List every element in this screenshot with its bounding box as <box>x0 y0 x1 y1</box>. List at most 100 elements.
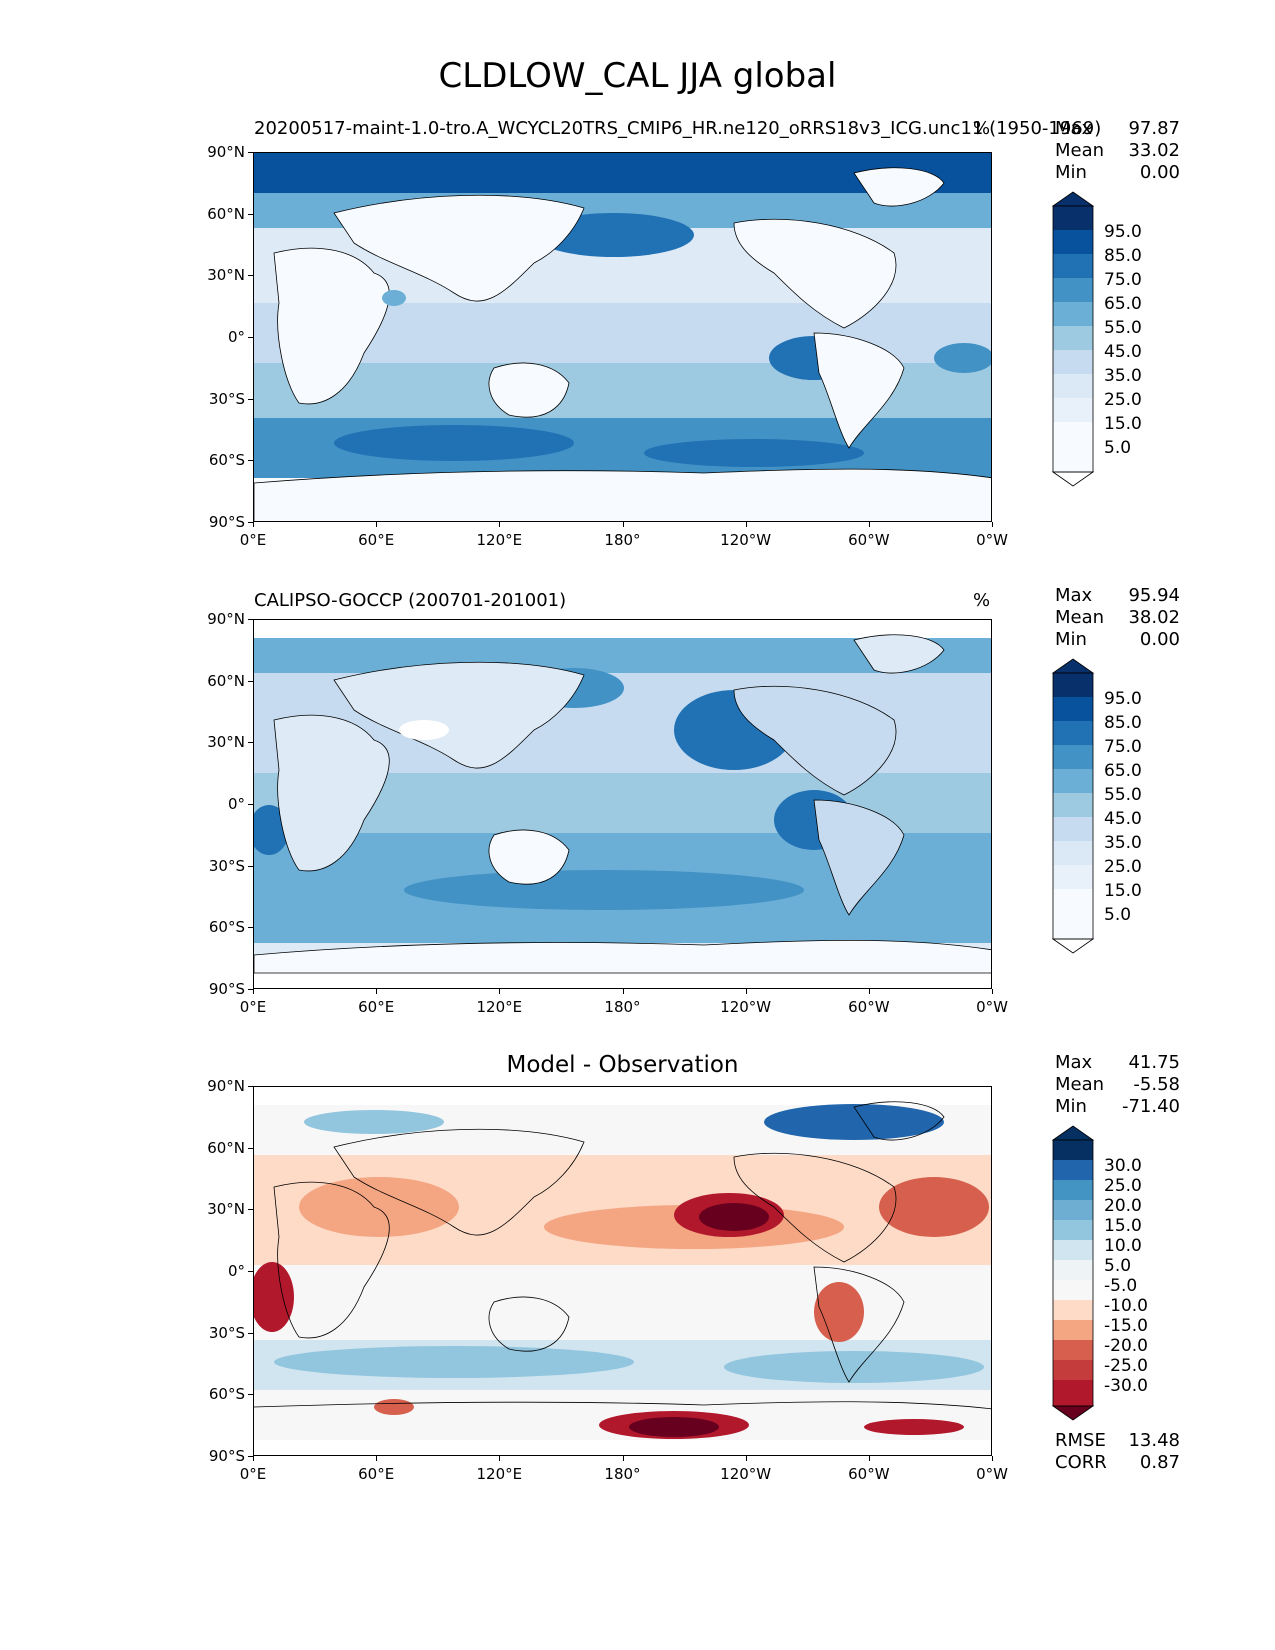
lat-tick-label: 60°S <box>208 918 245 937</box>
lon-tick-mark <box>745 989 747 994</box>
cbar-label: 5.0 <box>1104 1256 1132 1276</box>
lon-tick-mark <box>622 522 624 527</box>
lon-tick-label: 120°W <box>720 531 772 549</box>
lat-tick-mark <box>248 804 253 805</box>
cbar-label: -20.0 <box>1104 1336 1148 1356</box>
cbar-label: 25.0 <box>1104 390 1142 410</box>
panel-difference-subtitle: Model - Observation <box>506 1052 739 1078</box>
cbar-label: 25.0 <box>1104 1176 1142 1196</box>
lon-tick-label: 180° <box>604 531 641 549</box>
lat-tick-mark <box>248 742 253 744</box>
lon-tick-mark <box>868 989 870 994</box>
lon-tick-mark <box>992 989 993 994</box>
cbar-label: 30.0 <box>1104 1156 1142 1176</box>
lat-tick-label: 90°S <box>208 1447 245 1465</box>
lon-tick-label: 0°E <box>239 1465 267 1483</box>
lat-tick-mark <box>248 1086 253 1087</box>
lon-tick-mark <box>992 522 993 527</box>
lat-tick-label: 90°N <box>207 610 245 628</box>
stat-mean: 38.02 <box>1128 607 1180 628</box>
lon-tick-label: 120°E <box>476 531 523 549</box>
lat-tick-label: 30°S <box>208 389 245 408</box>
cbar-label: 75.0 <box>1104 737 1142 757</box>
lon-tick-mark <box>499 522 501 527</box>
lat-tick-mark <box>248 619 253 620</box>
lon-tick-label: 60°W <box>848 531 890 549</box>
stat-mean: 33.02 <box>1128 140 1180 161</box>
lon-tick-label: 0°E <box>239 531 267 549</box>
cbar-label: 45.0 <box>1104 809 1142 829</box>
panel-difference-metrics: RMSE 13.48 CORR 0.87 <box>1055 1430 1180 1473</box>
cbar-label: -30.0 <box>1104 1376 1148 1396</box>
panel-reference-stats: Max 95.94 Mean 38.02 Min 0.00 <box>1055 585 1180 650</box>
lat-tick-mark <box>248 337 253 338</box>
lat-tick-label: 30°N <box>207 1200 245 1219</box>
cbar-label: 45.0 <box>1104 342 1142 362</box>
cbar-label: 5.0 <box>1104 905 1132 925</box>
cbar-label: 35.0 <box>1104 833 1142 853</box>
cbar-label: 85.0 <box>1104 713 1142 733</box>
cbar-label: 20.0 <box>1104 1196 1142 1216</box>
metric-corr: 0.87 <box>1139 1452 1180 1473</box>
lat-tick-label: 30°N <box>207 266 245 285</box>
cbar-label: -5.0 <box>1104 1276 1138 1296</box>
stat-max: 97.87 <box>1128 118 1180 139</box>
lat-tick-label: 0° <box>227 328 245 346</box>
panel-difference-map <box>253 1086 992 1456</box>
lon-tick-mark <box>253 989 254 994</box>
lon-tick-label: 0°E <box>239 998 267 1016</box>
cbar-label: -10.0 <box>1104 1296 1148 1316</box>
lat-tick-mark <box>248 1209 253 1211</box>
panel-difference-colorbar <box>1051 1124 1096 1424</box>
panel-test-map <box>253 152 992 522</box>
cbar-label: 95.0 <box>1104 222 1142 242</box>
cbar-label: 55.0 <box>1104 785 1142 805</box>
cbar-label: 65.0 <box>1104 294 1142 314</box>
lat-tick-label: 90°S <box>208 980 245 998</box>
cbar-label: 85.0 <box>1104 246 1142 266</box>
lat-tick-label: 90°N <box>207 1077 245 1095</box>
lat-tick-mark <box>248 680 253 682</box>
lon-tick-label: 60°W <box>848 998 890 1016</box>
panel-test-stats: Max 97.87 Mean 33.02 Min 0.00 <box>1055 118 1180 183</box>
lon-tick-label: 180° <box>604 998 641 1016</box>
metric-rmse: 13.48 <box>1128 1430 1180 1451</box>
lat-tick-label: 60°S <box>208 1385 245 1404</box>
panel-difference-stats: Max 41.75 Mean -5.58 Min -71.40 <box>1055 1052 1180 1117</box>
lon-tick-mark <box>622 1456 624 1461</box>
stat-min: 0.00 <box>1139 162 1180 183</box>
cbar-label: 35.0 <box>1104 366 1142 386</box>
lat-tick-label: 60°N <box>207 204 245 223</box>
lon-tick-label: 120°W <box>720 1465 772 1483</box>
lon-tick-label: 120°E <box>476 998 523 1016</box>
stat-mean: -5.58 <box>1133 1074 1180 1095</box>
lon-tick-label: 60°E <box>358 531 395 549</box>
lon-tick-mark <box>376 522 378 527</box>
lon-tick-label: 180° <box>604 1465 641 1483</box>
lat-tick-mark <box>248 865 253 867</box>
lon-tick-mark <box>745 1456 747 1461</box>
lat-tick-mark <box>248 460 253 462</box>
lon-tick-mark <box>253 522 254 527</box>
lat-tick-label: 0° <box>227 795 245 813</box>
panel-reference-subtitle: CALIPSO-GOCCP (200701-201001) <box>254 590 567 611</box>
stat-min: -71.40 <box>1121 1096 1180 1117</box>
lat-tick-mark <box>248 275 253 277</box>
cbar-label: 15.0 <box>1104 1216 1142 1236</box>
cbar-label: 95.0 <box>1104 689 1142 709</box>
lon-tick-mark <box>253 1456 254 1461</box>
lon-tick-mark <box>992 1456 993 1461</box>
lon-tick-mark <box>499 1456 501 1461</box>
panel-reference-map <box>253 619 992 989</box>
lat-tick-mark <box>248 1147 253 1149</box>
panel-reference-units: % <box>973 590 991 611</box>
lon-tick-mark <box>622 989 624 994</box>
lat-tick-mark <box>248 152 253 153</box>
lon-tick-label: 0°W <box>976 998 1008 1016</box>
cbar-label: 5.0 <box>1104 438 1132 458</box>
lat-tick-mark <box>248 1332 253 1334</box>
lat-tick-mark <box>248 213 253 215</box>
stat-min: 0.00 <box>1139 629 1180 650</box>
lon-tick-mark <box>499 989 501 994</box>
lat-tick-label: 30°N <box>207 733 245 752</box>
